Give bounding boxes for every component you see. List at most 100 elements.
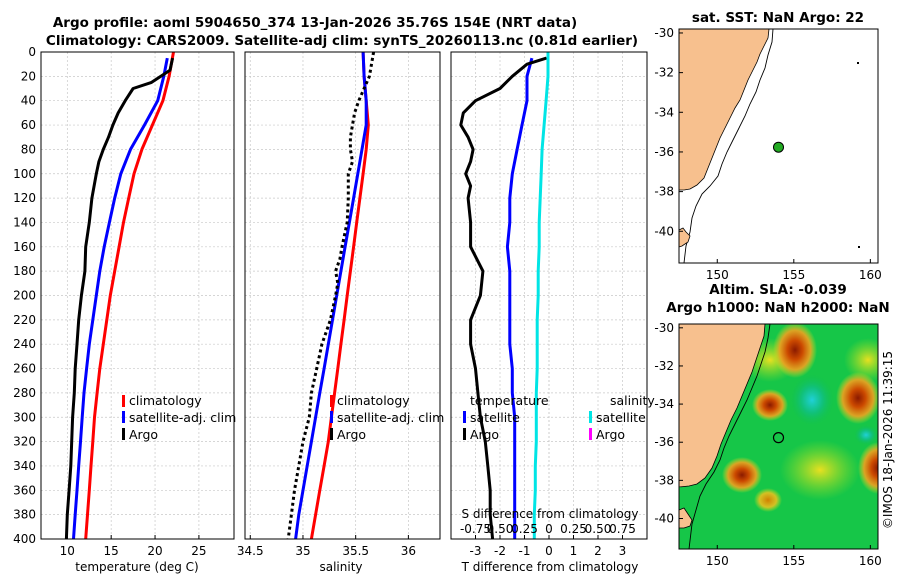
sla-field — [679, 324, 878, 549]
legend-swatch-climatology — [122, 395, 125, 407]
s-tick-label: 0.50 — [585, 522, 612, 536]
salinity-grid — [245, 51, 440, 540]
series-line-satellite-adj-clim — [72, 57, 169, 540]
sla-map-tick-labels: 150 155 160 -30 -32 -34 -36 -38 -40 — [654, 321, 881, 568]
series-line-t-argo — [459, 56, 547, 540]
s-tick-label: 0.50 — [487, 522, 514, 536]
lat-tick-label: -38 — [654, 185, 674, 199]
legend-swatch-t-satellite — [463, 411, 466, 423]
sst-isobath — [683, 28, 774, 264]
depth-tick-labels: 0 20 40 60 80 100 120 140 160 180 200 220 240 260 280 3… — [13, 45, 36, 546]
legend-label-satellite: satellite-adj. clim — [129, 410, 236, 425]
temperature-xlabel: temperature (deg C) — [75, 560, 198, 574]
legend-swatch-satellite — [330, 411, 333, 423]
depth-tick-label: 20 — [21, 69, 36, 83]
legend-swatch-t-argo — [463, 428, 466, 440]
title-line-2: Climatology: CARS2009. Satellite-adj cli… — [46, 33, 638, 49]
depth-tick-label: 300 — [13, 410, 36, 424]
lon-tick-label: 155 — [782, 554, 805, 568]
series-line-climatology — [309, 51, 370, 540]
title-line-1: Argo profile: aoml 5904650_374 13-Jan-20… — [53, 15, 577, 31]
legend-label-climatology: climatology — [337, 393, 410, 408]
map-speck — [857, 62, 859, 64]
sla-warm-eddy — [858, 442, 878, 494]
lat-tick-label: -32 — [654, 359, 674, 373]
legend-swatch-s-argo — [589, 428, 592, 440]
sla-warm-eddy — [836, 372, 878, 424]
series-line-satellite-adj-clim — [294, 51, 368, 540]
salinity-xlabel: salinity — [319, 560, 362, 574]
lat-tick-label: -40 — [654, 511, 674, 525]
lat-tick-label: -34 — [654, 105, 674, 119]
depth-tick-label: 160 — [13, 240, 36, 254]
s-tick-label: 0.25 — [511, 522, 538, 536]
sla-landmass — [678, 323, 766, 488]
depth-tick-label: 140 — [13, 215, 36, 229]
difference-legend: temperature salinity satellite Argo sate… — [463, 393, 655, 442]
lon-tick-label: 160 — [859, 554, 882, 568]
s-tick-label: 0.25 — [560, 522, 587, 536]
salinity-tick-labels: 34.5 35 35.5 36 — [237, 535, 416, 558]
x-tick-label: 34.5 — [237, 544, 264, 558]
legend-label-argo: Argo — [129, 427, 158, 442]
difference-panel: -3 -2 -1 0 1 2 3 -0.750.500.25 0 0.250.500.75 S … — [450, 51, 655, 574]
sst-map: sat. SST: NaN Argo: 22 150 155 160 -30 -32 -3… — [654, 10, 881, 282]
depth-tick-label: 180 — [13, 264, 36, 278]
legend-label-t-argo: Argo — [470, 427, 499, 442]
depth-tick-label: 100 — [13, 167, 36, 181]
depth-tick-label: 360 — [13, 483, 36, 497]
sst-landmass — [678, 28, 770, 191]
sla-warm-eddy — [754, 488, 782, 512]
depth-tick-label: 400 — [13, 532, 36, 546]
sla-isobath — [688, 323, 771, 550]
x-tick-label: 10 — [60, 544, 75, 558]
depth-tick-label: 240 — [13, 337, 36, 351]
lon-tick-label: 150 — [706, 268, 729, 282]
salinity-panel: 34.5 35 35.5 36 salinity climatology satell… — [237, 51, 444, 574]
lat-tick-label: -30 — [654, 26, 674, 40]
temperature-legend: climatology satellite-adj. clim Argo — [122, 393, 236, 442]
series-line-climatology — [84, 51, 175, 540]
x-tick-label: 1 — [570, 544, 578, 558]
depth-tick-label: 380 — [13, 508, 36, 522]
sla-warm-eddy — [773, 324, 817, 378]
lat-tick-label: -30 — [654, 321, 674, 335]
difference-series — [459, 52, 550, 540]
depth-tick-label: 200 — [13, 289, 36, 303]
salinity-difference-tick-labels: -0.750.500.25 0 0.250.500.75 — [460, 522, 636, 536]
sla-cold-eddy — [790, 374, 834, 426]
legend-swatch-satellite — [122, 411, 125, 423]
x-tick-label: -3 — [470, 544, 482, 558]
map-speck — [858, 246, 860, 248]
depth-tick-label: 0 — [28, 45, 36, 59]
imos-watermark: ©IMOS 18-Jan-2026 11:39:15 — [881, 351, 895, 529]
depth-tick-label: 80 — [21, 142, 36, 156]
sla-map-frame — [678, 323, 879, 550]
x-tick-label: 35.5 — [342, 544, 369, 558]
depth-tick-label: 40 — [21, 94, 36, 108]
lat-tick-label: -32 — [654, 66, 674, 80]
sla-cold-eddy — [854, 425, 878, 445]
sla-title-line-2: Argo h1000: NaN h2000: NaN — [666, 300, 889, 316]
depth-tick-label: 260 — [13, 362, 36, 376]
sla-warm-eddy — [752, 389, 788, 421]
sla-title-line-1: Altim. SLA: -0.039 — [709, 282, 846, 298]
depth-tick-label: 340 — [13, 459, 36, 473]
x-tick-label: 20 — [147, 544, 162, 558]
salinity-legend: climatology satellite-adj. clim Argo — [330, 393, 444, 442]
temperature-frame — [40, 51, 235, 540]
legend-title-temperature: temperature — [470, 393, 549, 408]
x-tick-label: 0 — [545, 544, 553, 558]
legend-title-salinity: salinity — [610, 393, 655, 408]
legend-label-t-satellite: satellite — [470, 410, 520, 425]
series-line-argo — [286, 51, 376, 540]
sla-anomaly — [780, 440, 860, 500]
argo-position-marker — [772, 432, 785, 444]
sla-map: Altim. SLA: -0.039 Argo h1000: NaN h2000… — [654, 282, 889, 568]
s-tick-label: 0.75 — [609, 522, 636, 536]
sla-island — [678, 507, 693, 529]
sst-map-title: sat. SST: NaN Argo: 22 — [692, 10, 864, 26]
series-line-t-satellite — [505, 57, 534, 539]
sla-anomaly — [844, 338, 878, 382]
